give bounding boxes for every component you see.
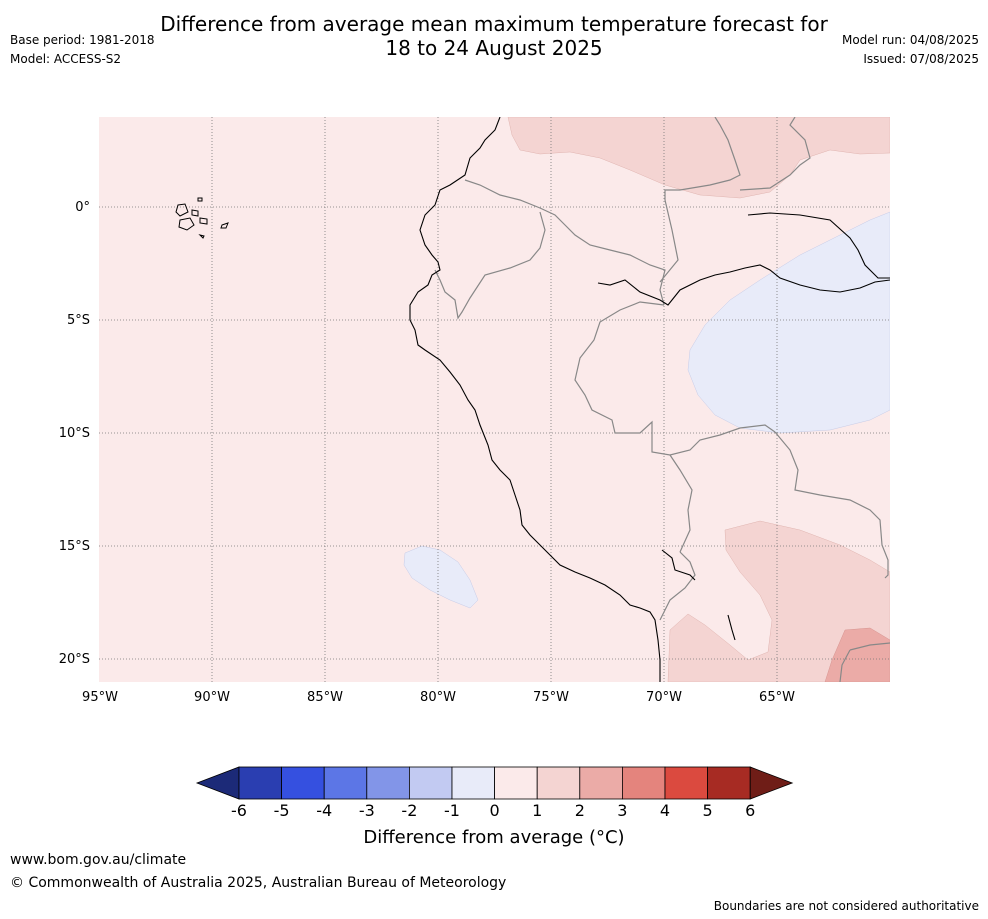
colorbar-tick-label: -3: [359, 801, 375, 820]
disclaimer-text: Boundaries are not considered authoritat…: [713, 899, 979, 913]
colorbar-tick-label: 2: [575, 801, 585, 820]
lat-label: 0°: [75, 200, 90, 215]
warm-region-north: [507, 117, 890, 199]
lon-label: 90°W: [194, 690, 230, 705]
colorbar-label: Difference from average (°C): [363, 827, 625, 848]
cool-region-offshore: [403, 545, 479, 609]
colorbar-swatch: [366, 766, 410, 800]
copyright-text: © Commonwealth of Australia 2025, Austra…: [10, 875, 507, 891]
colorbar-swatch: [451, 766, 495, 800]
colorbar-tick-label: 6: [745, 801, 755, 820]
lon-label: 70°W: [646, 690, 682, 705]
website-link[interactable]: www.bom.gov.au/climate: [10, 852, 187, 868]
coastline: [409, 117, 890, 682]
lat-label: 15°S: [59, 539, 90, 554]
lon-label: 65°W: [759, 690, 795, 705]
gridlines: [99, 117, 890, 682]
latitude-labels: 0° 5°S 10°S 15°S 20°S: [59, 200, 90, 667]
cool-region-central: [687, 211, 890, 434]
colorbar-swatch: [281, 766, 325, 800]
colorbar-tick-label: 1: [532, 801, 542, 820]
model-run-text: Model run: 04/08/2025: [841, 33, 979, 47]
colorbar: -6 -5 -4 -3 -2 -1 0 1 2 3 4 5 6: [195, 766, 794, 820]
lon-label: 80°W: [420, 690, 456, 705]
map-title: Difference from average mean maximum tem…: [0, 12, 988, 60]
colorbar-swatch: [408, 766, 453, 800]
colorbar-tick-label: 3: [617, 801, 627, 820]
colorbar-tick-label: -4: [316, 801, 332, 820]
colorbar-tick-label: 5: [703, 801, 713, 820]
lon-label: 95°W: [82, 690, 118, 705]
colorbar-swatch: [323, 766, 368, 800]
colorbar-swatch: [622, 766, 666, 800]
title-line-2: 18 to 24 August 2025: [385, 36, 603, 60]
lat-label: 10°S: [59, 426, 90, 441]
country-borders: [434, 117, 890, 682]
colorbar-swatch: [579, 766, 623, 800]
lat-label: 20°S: [59, 652, 90, 667]
colorbar-swatch: [238, 766, 282, 800]
warm-region-south: [667, 520, 890, 682]
colorbar-swatch: [536, 766, 581, 800]
galapagos-islands: [175, 197, 229, 239]
colorbar-tick-label: -1: [444, 801, 460, 820]
colorbar-extend-high: [749, 766, 794, 800]
lat-label: 5°S: [67, 313, 90, 328]
colorbar-tick-label: 0: [490, 801, 500, 820]
model-text: Model: ACCESS-S2: [10, 52, 122, 66]
colorbar-swatch: [664, 766, 708, 800]
base-period-text: Base period: 1981-2018: [10, 33, 155, 47]
title-line-1: Difference from average mean maximum tem…: [160, 12, 828, 36]
colorbar-tick-label: 4: [660, 801, 670, 820]
colorbar-swatch: [494, 766, 538, 800]
anomaly-layer: [403, 117, 890, 682]
longitude-labels: 95°W 90°W 85°W 80°W 75°W 70°W 65°W: [82, 690, 795, 705]
colorbar-tick-label: -6: [231, 801, 247, 820]
issued-text: Issued: 07/08/2025: [863, 52, 979, 66]
colorbar-tick-label: -2: [401, 801, 417, 820]
lon-label: 75°W: [533, 690, 569, 705]
colorbar-extend-low: [195, 766, 240, 800]
colorbar-swatch: [707, 766, 751, 800]
lon-label: 85°W: [307, 690, 343, 705]
colorbar-tick-label: -5: [274, 801, 290, 820]
